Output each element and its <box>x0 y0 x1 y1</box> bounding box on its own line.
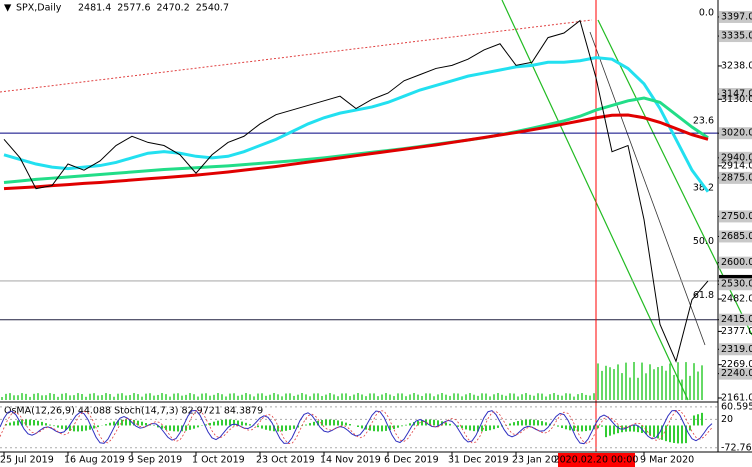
y-tick-label: 2319.0 <box>721 344 752 355</box>
y-tick-label: 2750.0 <box>721 211 752 222</box>
x-tick-label: 25 Jul 2019 <box>0 455 54 466</box>
tick-box <box>719 151 752 164</box>
y-tick-label: 3238.0 <box>721 60 752 71</box>
tick-box <box>719 343 752 356</box>
crosshair-label: 2020.02.20 00:00 <box>554 455 639 466</box>
symbol: SPX,Daily <box>16 3 62 14</box>
y-tick-label: 2940.0 <box>721 152 752 163</box>
ohlc-value: 2470.2 <box>157 3 190 14</box>
stoch-signal <box>0 410 713 444</box>
indicator-tick-label: 20 <box>721 414 733 425</box>
y-tick-label: 3147.0 <box>721 89 752 100</box>
tick-box <box>719 256 752 269</box>
tick-box <box>719 10 752 23</box>
ohlc: 2481.4 2577.6 2470.2 2540.7 <box>78 3 229 14</box>
price-line <box>3 19 709 363</box>
y-tick-label: 2685.0 <box>721 231 752 242</box>
y-tick-label: 3397.0 <box>721 11 752 22</box>
y-tick-label: 2269.0 <box>721 359 752 370</box>
x-tick-label: 23 Oct 2019 <box>256 455 315 466</box>
y-tick-label: 2377.0 <box>721 326 752 337</box>
y-tick-label: 2875.0 <box>721 172 752 183</box>
ohlc-value: 2481.4 <box>78 3 111 14</box>
fib-label: 23.6 <box>693 115 714 126</box>
fib-label: 0.0 <box>699 7 714 18</box>
moving-average <box>3 96 709 184</box>
y-tick-label: 3020.0 <box>721 128 752 139</box>
x-tick-label: 9 Sep 2019 <box>128 455 182 466</box>
y-tick-label: 2161.0 <box>721 392 752 403</box>
ohlc-value: 2540.7 <box>196 3 229 14</box>
x-tick-label: 14 Nov 2019 <box>320 455 381 466</box>
moving-average <box>3 113 709 191</box>
tick-box <box>719 88 752 101</box>
channel-line <box>589 31 706 346</box>
y-tick-label: 2600.0 <box>721 257 752 268</box>
indicator-label: OsMA(12,26,9) 44.088 Stoch(14,7,3) 82.97… <box>4 406 263 417</box>
crosshair-label-box <box>558 453 635 467</box>
menu-arrow[interactable]: ▼ <box>4 3 12 14</box>
x-tick-label: 31 Dec 2019 <box>448 455 509 466</box>
tick-box <box>719 171 752 184</box>
tick-box <box>719 367 752 380</box>
y-tick-label: 2530.0 <box>721 279 752 290</box>
y-tick-label: 3130.0 <box>721 94 752 105</box>
tick-box <box>719 278 752 291</box>
tick-box <box>719 230 752 243</box>
indicator-tick-label: -72.762 <box>721 442 752 453</box>
ohlc-value: 2577.6 <box>117 3 150 14</box>
tick-box <box>719 30 752 43</box>
y-tick-label: 2415.0 <box>721 314 752 325</box>
x-tick-label: 1 Oct 2019 <box>192 455 245 466</box>
stoch-main <box>0 409 713 445</box>
tick-box <box>719 210 752 223</box>
x-tick-label: 9 Mar 2020 <box>640 455 694 466</box>
tick-box <box>719 313 752 326</box>
x-tick-label: 6 Dec 2019 <box>384 455 439 466</box>
tick-box <box>719 127 752 140</box>
x-tick-label: 23 Jan 2020 <box>512 455 569 466</box>
y-tick-label: 2914.0 <box>721 160 752 171</box>
fib-label: 50.0 <box>693 236 714 247</box>
trend-line <box>0 19 593 93</box>
y-tick-label: 2482.0 <box>721 294 752 305</box>
y-tick-label: 3335.0 <box>721 31 752 42</box>
x-tick-label: 16 Aug 2019 <box>64 455 125 466</box>
fib-label: 61.8 <box>693 290 714 301</box>
indicator-tick-label: 60.595 <box>721 401 752 412</box>
y-tick-label: 2240.0 <box>721 368 752 379</box>
